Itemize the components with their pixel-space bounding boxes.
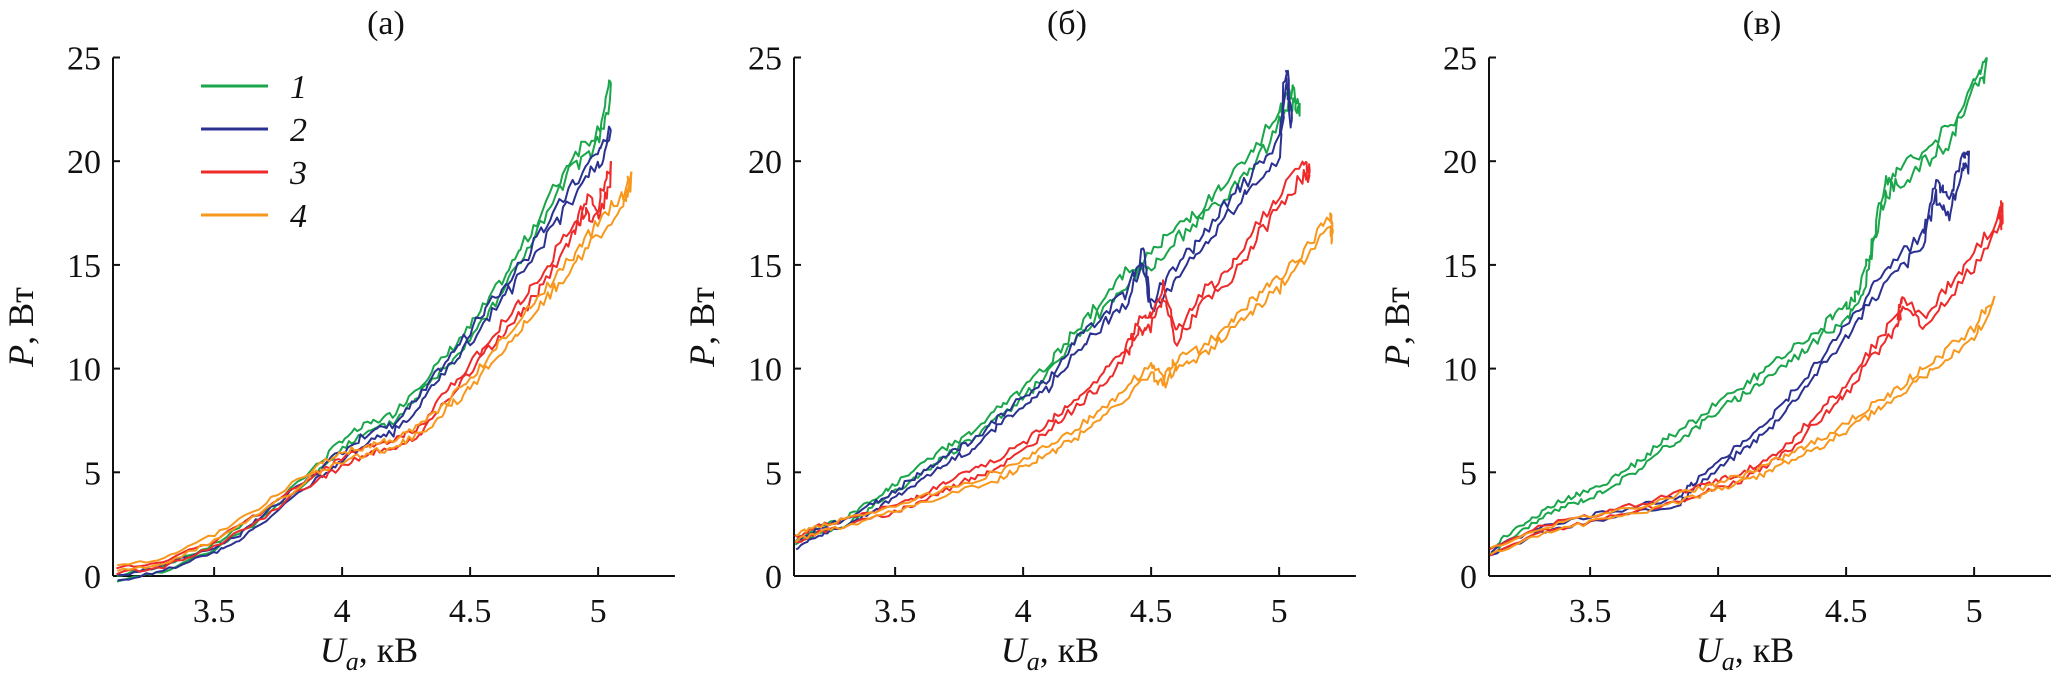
x-axis-symbol: U bbox=[1696, 630, 1724, 670]
y-tick-label: 15 bbox=[67, 248, 101, 285]
panel-title: (в) bbox=[1743, 5, 1782, 42]
y-axis-unit: , Вт bbox=[1, 287, 41, 345]
series-1 bbox=[116, 79, 612, 583]
series-1-line bbox=[116, 82, 612, 583]
series-2-line bbox=[117, 129, 612, 582]
series-2-line bbox=[1490, 150, 1970, 554]
x-tick-label: 4 bbox=[1015, 593, 1032, 630]
x-tick-label: 5 bbox=[590, 593, 607, 630]
series-3 bbox=[116, 161, 612, 576]
x-tick-label: 4.5 bbox=[449, 593, 492, 630]
x-tick-label: 3.5 bbox=[1569, 593, 1612, 630]
panel-b: (б) 0 5 10 15 20 25 3.5 4 4.5 5 P, Вт Ua, кВ bbox=[682, 5, 1356, 674]
series-4-line bbox=[117, 171, 633, 567]
series-4-line bbox=[794, 225, 1334, 544]
panel-v: (в) 0 5 10 15 20 25 3.5 4 4.5 5 P, Вт Ua, кВ bbox=[1377, 5, 2051, 674]
series-3-line bbox=[1489, 202, 2004, 557]
series-2-line bbox=[117, 125, 612, 576]
x-tick-label: 4.5 bbox=[1130, 593, 1173, 630]
y-tick-label: 20 bbox=[748, 144, 782, 181]
series-2-line bbox=[795, 75, 1293, 551]
series-1 bbox=[794, 84, 1301, 546]
legend-label-4: 4 bbox=[290, 198, 307, 235]
x-axis-subscript: a bbox=[346, 647, 359, 674]
series-2-line bbox=[795, 69, 1293, 544]
series-3 bbox=[794, 160, 1311, 544]
x-axis-unit: , кВ bbox=[359, 630, 419, 670]
panel-title: (б) bbox=[1047, 5, 1087, 42]
x-axis-symbol: U bbox=[1001, 630, 1029, 670]
x-axis-symbol: U bbox=[320, 630, 348, 670]
x-tick-label: 3.5 bbox=[874, 593, 917, 630]
x-axis-subscript: a bbox=[1722, 647, 1735, 674]
series-1-line bbox=[794, 84, 1301, 543]
series-1-line bbox=[794, 97, 1301, 546]
y-tick-label: 0 bbox=[765, 559, 782, 596]
series-1-line bbox=[1490, 56, 1988, 550]
y-tick-label: 0 bbox=[1460, 559, 1477, 596]
series-3-line bbox=[794, 160, 1311, 539]
series-2-line bbox=[1490, 150, 1970, 557]
y-tick-label: 10 bbox=[748, 352, 782, 389]
y-tick-label: 20 bbox=[1443, 144, 1477, 181]
y-tick-label: 5 bbox=[1460, 455, 1477, 492]
series-3 bbox=[1489, 200, 2004, 557]
y-tick-label: 15 bbox=[748, 248, 782, 285]
y-tick-label: 20 bbox=[67, 144, 101, 181]
series-4 bbox=[794, 212, 1334, 544]
y-tick-label: 15 bbox=[1443, 248, 1477, 285]
panel-title: (а) bbox=[367, 5, 405, 42]
y-tick-label: 5 bbox=[765, 455, 782, 492]
series-3-line bbox=[794, 169, 1311, 544]
y-axis-label: P, Вт bbox=[682, 287, 722, 368]
series-1 bbox=[1489, 56, 1988, 556]
y-axis-symbol: P bbox=[1, 345, 41, 368]
legend-label-1: 1 bbox=[290, 69, 307, 106]
x-tick-label: 4 bbox=[334, 593, 351, 630]
y-tick-label: 10 bbox=[67, 352, 101, 389]
series-2 bbox=[795, 69, 1293, 551]
y-axis-label: P, Вт bbox=[1377, 287, 1417, 368]
series-4-line bbox=[1490, 295, 1996, 556]
series-3-line bbox=[116, 161, 612, 570]
series-1-line bbox=[1489, 57, 1988, 556]
y-axis-unit: , Вт bbox=[682, 287, 722, 345]
x-tick-label: 3.5 bbox=[193, 593, 236, 630]
x-tick-label: 5 bbox=[1966, 593, 1983, 630]
series-4 bbox=[1490, 295, 1996, 556]
legend: 1 2 3 4 bbox=[201, 69, 307, 235]
x-axis-unit: , кВ bbox=[1040, 630, 1100, 670]
series-2 bbox=[117, 125, 612, 582]
x-tick-label: 4 bbox=[1710, 593, 1727, 630]
series-4 bbox=[116, 171, 633, 573]
series-4-line bbox=[116, 171, 633, 573]
y-axis-label: P, Вт bbox=[1, 287, 41, 368]
y-axis-symbol: P bbox=[1377, 345, 1417, 368]
y-tick-label: 0 bbox=[84, 559, 101, 596]
x-tick-label: 5 bbox=[1271, 593, 1288, 630]
series-2 bbox=[1490, 150, 1970, 557]
x-axis-subscript: a bbox=[1027, 647, 1040, 674]
legend-label-2: 2 bbox=[290, 112, 307, 149]
panel-a: (а) 0 5 10 15 20 25 3.5 4 4.5 5 P, Вт Ua, кВ 1 2 3 4 bbox=[1, 5, 675, 674]
y-axis-unit: , Вт bbox=[1377, 287, 1417, 345]
series-4-line bbox=[1490, 295, 1996, 549]
y-tick-label: 5 bbox=[84, 455, 101, 492]
legend-label-3: 3 bbox=[289, 155, 307, 192]
x-axis-label: Ua, кВ bbox=[1696, 630, 1795, 674]
x-tick-label: 4.5 bbox=[1825, 593, 1868, 630]
series-4-line bbox=[795, 212, 1334, 537]
series-1-line bbox=[116, 79, 612, 577]
series-3-line bbox=[1489, 200, 2004, 551]
x-axis-unit: , кВ bbox=[1735, 630, 1795, 670]
x-axis-label: Ua, кВ bbox=[1001, 630, 1100, 674]
y-axis-symbol: P bbox=[682, 345, 722, 368]
series-3-line bbox=[116, 161, 612, 576]
y-tick-label: 25 bbox=[1443, 41, 1477, 78]
x-axis-label: Ua, кВ bbox=[320, 630, 419, 674]
y-tick-label: 10 bbox=[1443, 352, 1477, 389]
y-tick-label: 25 bbox=[748, 41, 782, 78]
y-tick-label: 25 bbox=[67, 41, 101, 78]
